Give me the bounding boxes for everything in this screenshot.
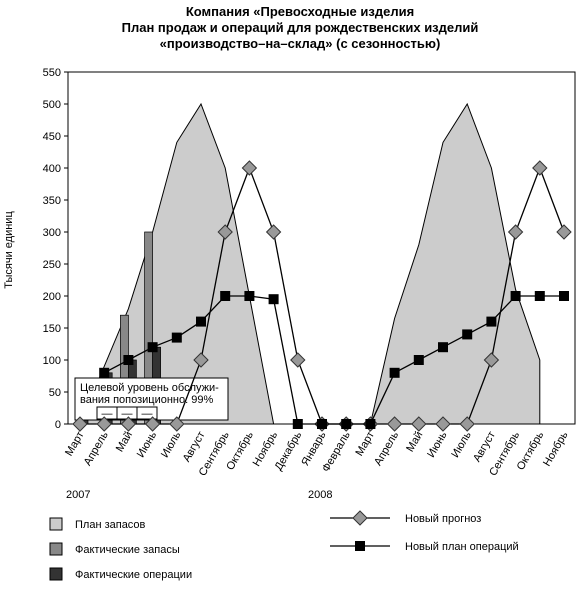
- marker: [244, 291, 255, 301]
- legend-label: Фактические операции: [75, 569, 192, 581]
- marker: [435, 416, 451, 432]
- y-tick-label: 200: [43, 291, 61, 303]
- marker: [507, 224, 524, 240]
- x-tick-label: Июнь: [425, 429, 450, 459]
- legend-label: План запасов: [75, 519, 146, 531]
- annotation-text: вания попозиционно: 99%: [80, 394, 213, 406]
- annotation-cell-text: —: [102, 408, 113, 420]
- annotation-cell-text: —: [122, 408, 133, 420]
- marker: [389, 367, 400, 378]
- legend-swatch: [49, 517, 63, 531]
- marker: [193, 352, 209, 368]
- marker: [483, 352, 500, 368]
- marker: [268, 294, 279, 305]
- marker: [96, 416, 112, 432]
- marker: [120, 416, 137, 432]
- marker: [123, 355, 134, 365]
- y-tick-label: 550: [43, 67, 61, 79]
- x-tick-label: Июль: [449, 429, 474, 460]
- marker: [99, 367, 110, 378]
- chart-title: План продаж и операций для рождественски…: [122, 20, 479, 35]
- chart-title: Компания «Превосходные изделия: [186, 4, 414, 19]
- x-tick-label: Май: [404, 430, 425, 455]
- year-label: 2008: [308, 489, 332, 501]
- y-tick-label: 400: [43, 163, 61, 175]
- marker: [559, 291, 569, 301]
- marker: [290, 352, 306, 368]
- marker: [144, 416, 161, 432]
- legend-label: Новый прогноз: [405, 513, 481, 525]
- marker: [534, 291, 545, 301]
- y-tick-label: 350: [43, 195, 61, 207]
- marker: [217, 224, 233, 240]
- legend-label: Фактические запасы: [75, 544, 180, 556]
- marker: [438, 342, 448, 353]
- x-tick-label: Июль: [159, 429, 184, 460]
- marker: [241, 160, 258, 176]
- annotation-cell-text: —: [142, 408, 153, 420]
- marker: [220, 291, 231, 301]
- y-tick-label: 50: [49, 387, 61, 399]
- y-axis-label: Тысячи единиц: [3, 211, 15, 289]
- marker: [169, 416, 185, 432]
- marker: [459, 416, 475, 432]
- chart-title: «производство–на–склад» (с сезонностью): [160, 36, 441, 51]
- year-label: 2007: [66, 489, 90, 501]
- marker: [411, 416, 427, 432]
- marker: [265, 224, 282, 240]
- legend-marker: [355, 541, 365, 551]
- y-tick-label: 450: [43, 131, 61, 143]
- marker: [147, 342, 158, 353]
- marker: [532, 160, 548, 176]
- x-tick-label: Апрель: [82, 429, 111, 468]
- marker: [486, 316, 497, 327]
- y-tick-label: 150: [43, 323, 61, 335]
- y-tick-label: 250: [43, 259, 61, 271]
- x-tick-label: Март: [63, 430, 87, 459]
- legend-swatch: [49, 567, 63, 581]
- marker: [196, 316, 206, 327]
- annotation-cell: [136, 406, 158, 420]
- marker: [171, 332, 182, 343]
- marker: [413, 355, 424, 365]
- y-tick-label: 500: [43, 99, 61, 111]
- marker: [341, 419, 352, 429]
- marker: [365, 419, 376, 429]
- marker: [510, 291, 521, 301]
- y-tick-label: 300: [43, 227, 61, 239]
- x-tick-label: Июнь: [135, 429, 160, 459]
- marker: [386, 416, 403, 432]
- marker: [72, 416, 88, 432]
- y-tick-label: 100: [43, 355, 61, 367]
- legend-swatch: [49, 542, 63, 556]
- marker: [317, 419, 327, 429]
- marker: [556, 224, 572, 240]
- x-tick-label: Март: [353, 430, 377, 459]
- marker: [462, 329, 473, 340]
- y-tick-label: 0: [55, 419, 61, 431]
- legend-marker: [352, 510, 368, 526]
- x-tick-label: Апрель: [372, 429, 401, 468]
- legend-label: Новый план операций: [405, 541, 519, 553]
- annotation-text: Целевой уровень обслужи-: [80, 382, 219, 394]
- marker: [292, 419, 303, 429]
- x-tick-label: Май: [114, 430, 135, 455]
